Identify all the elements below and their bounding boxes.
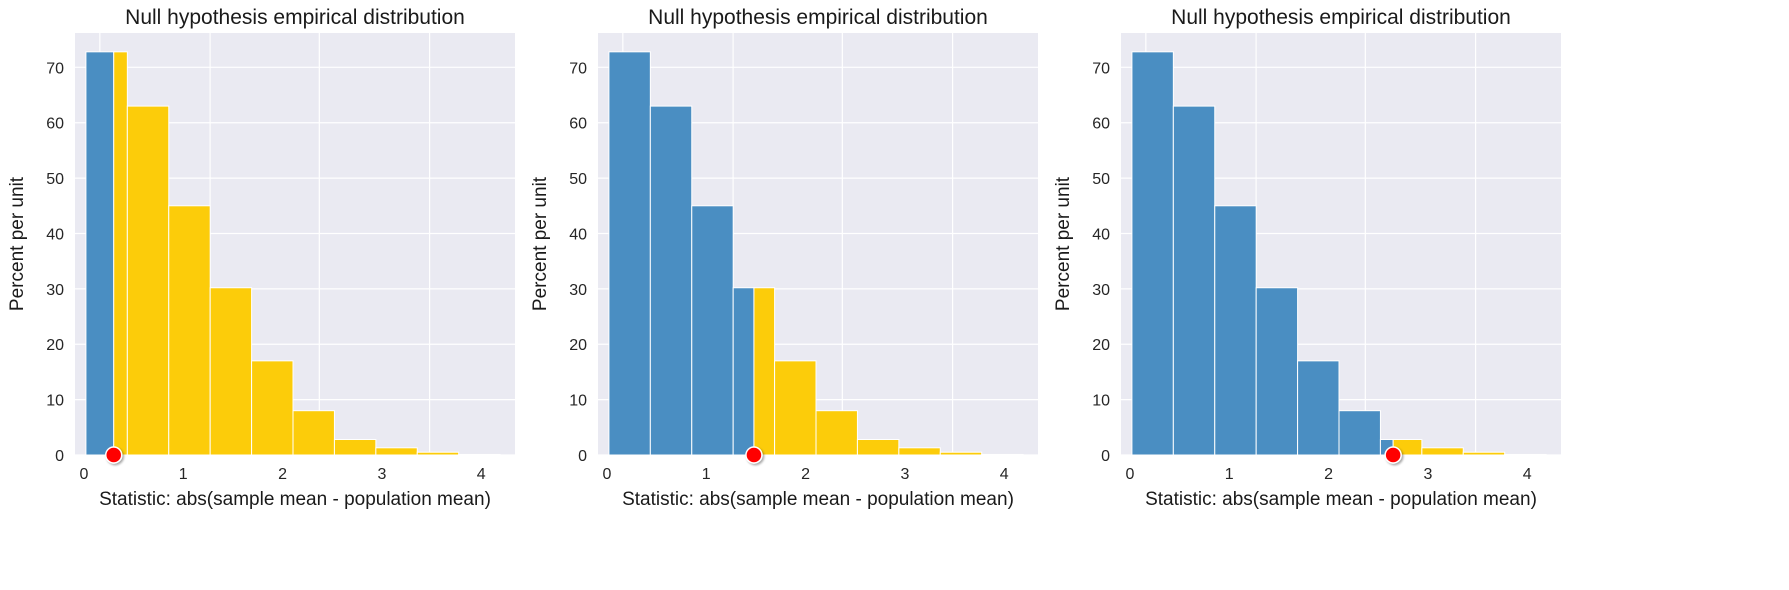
x-tick-label: 1 [1225, 466, 1234, 483]
histogram-bar-below [608, 51, 651, 456]
histogram-panel-1: 0 10 20 30 40 50 60 70 0 1 2 3 4 Null hypothesis empi… [7, 6, 515, 510]
histogram-bar-above [168, 205, 211, 456]
histogram-bar-below [1172, 105, 1216, 456]
y-tick-label: 60 [46, 116, 64, 133]
histogram-bar-above [898, 447, 941, 456]
histogram-bar-above [113, 51, 128, 456]
y-tick-label: 10 [46, 393, 64, 410]
histogram-bar-above [251, 360, 294, 456]
y-axis-label: Percent per unit [1053, 176, 1074, 311]
y-tick-label: 70 [569, 60, 587, 77]
x-tick-label: 3 [377, 466, 386, 483]
chart-title: Null hypothesis empirical distribution [648, 6, 988, 29]
histogram-bar-below [1297, 360, 1340, 456]
y-tick-label: 0 [1101, 448, 1110, 465]
histogram-bar-above [333, 438, 377, 456]
x-axis-label: Statistic: abs(sample mean - population … [99, 489, 491, 510]
y-tick-label: 40 [46, 226, 64, 243]
chart-title: Null hypothesis empirical distribution [125, 6, 465, 29]
histogram-bar-below [1214, 205, 1257, 456]
histogram-bar-above [292, 410, 335, 456]
x-axis-label: Statistic: abs(sample mean - population … [622, 489, 1014, 510]
y-tick-label: 30 [569, 282, 587, 299]
y-tick-label: 40 [1092, 226, 1110, 243]
x-tick-label: 2 [801, 466, 810, 483]
y-tick-label: 70 [1092, 60, 1110, 77]
x-tick-label: 4 [1000, 466, 1009, 483]
y-tick-label: 50 [569, 171, 587, 188]
y-tick-label: 0 [578, 448, 587, 465]
histogram-bar-above [939, 451, 983, 456]
statistic-marker [104, 446, 123, 464]
y-tick-label: 30 [46, 282, 64, 299]
y-tick-label: 20 [46, 337, 64, 354]
histogram-bar-above [209, 287, 253, 456]
y-tick-label: 0 [55, 448, 64, 465]
y-tick-label: 20 [1092, 337, 1110, 354]
histogram-bar-below [1255, 287, 1299, 456]
statistic-marker [1384, 446, 1402, 464]
x-tick-label: 4 [1523, 466, 1532, 483]
histogram-bar-below [649, 105, 693, 456]
chart-title: Null hypothesis empirical distribution [1171, 6, 1511, 29]
x-tick-label: 3 [1423, 466, 1432, 483]
y-tick-label: 50 [1092, 171, 1110, 188]
histogram-bar-above [1462, 451, 1506, 456]
x-tick-label: 1 [702, 466, 711, 483]
x-tick-label: 0 [1125, 466, 1134, 483]
histogram-bar-above [774, 360, 817, 456]
histogram-bar-above [856, 438, 900, 456]
histogram-bar-above [1421, 447, 1464, 456]
histogram-bar-below [1338, 410, 1381, 456]
statistic-marker [745, 446, 763, 464]
y-tick-label: 20 [569, 337, 587, 354]
histogram-bar-above [375, 447, 418, 456]
x-tick-label: 4 [477, 466, 486, 483]
x-tick-label: 0 [79, 466, 88, 483]
y-tick-label: 60 [1092, 116, 1110, 133]
y-tick-label: 40 [569, 226, 587, 243]
histogram-panel-2: 0 10 20 30 40 50 60 70 0 1 2 3 4 Null hypothesis empi… [530, 6, 1038, 510]
histogram-bar-above [815, 410, 858, 456]
histogram-bar-above [126, 105, 170, 456]
y-tick-label: 50 [46, 171, 64, 188]
histogram-bar-below [1131, 51, 1174, 456]
histogram-bar-above [981, 453, 1024, 456]
y-tick-label: 10 [1092, 393, 1110, 410]
histogram-bar-above [416, 451, 460, 456]
y-axis-label: Percent per unit [530, 176, 551, 311]
x-tick-label: 1 [179, 466, 188, 483]
y-axis-label: Percent per unit [7, 176, 28, 311]
y-tick-label: 10 [569, 393, 587, 410]
histogram-bar-above [753, 287, 776, 456]
histogram-bar-above [1504, 453, 1547, 456]
histogram-bar-above [458, 453, 501, 456]
y-tick-label: 70 [46, 60, 64, 77]
x-tick-label: 2 [278, 466, 287, 483]
x-tick-label: 3 [900, 466, 909, 483]
x-tick-label: 0 [602, 466, 611, 483]
x-tick-label: 2 [1324, 466, 1333, 483]
histogram-panel-3: 0 10 20 30 40 50 60 70 0 1 2 3 4 Null hypothesis empi… [1053, 6, 1561, 510]
y-tick-label: 30 [1092, 282, 1110, 299]
histogram-bar-below [691, 205, 734, 456]
histogram-bar-below [732, 287, 755, 456]
x-axis-label: Statistic: abs(sample mean - population … [1145, 489, 1537, 510]
histogram-bar-below [85, 51, 115, 456]
y-tick-label: 60 [569, 116, 587, 133]
